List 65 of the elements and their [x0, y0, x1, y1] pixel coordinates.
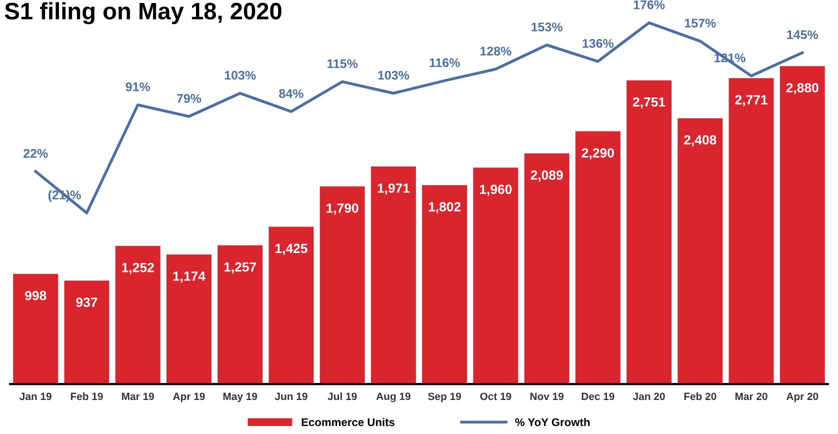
data-label: 2,089: [530, 170, 563, 182]
bar: [678, 118, 723, 384]
bar: [626, 80, 672, 384]
x-tick-label: Dec 19: [582, 392, 614, 400]
x-tick-label: Jan 20: [632, 392, 665, 400]
legend-label: % YoY Growth: [515, 418, 590, 426]
data-label: 1,252: [122, 262, 154, 274]
x-tick-label: Mar 19: [122, 392, 154, 400]
data-label: 1,425: [276, 244, 308, 256]
data-label: 103%: [224, 70, 256, 80]
data-label: 116%: [430, 58, 460, 68]
bar: [422, 185, 468, 384]
data-label: 1,174: [173, 272, 206, 283]
x-tick-label: Feb 19: [70, 392, 103, 400]
data-label: 2,771: [735, 95, 768, 106]
bar: [524, 153, 570, 384]
bar: [780, 66, 825, 384]
bar: [320, 186, 365, 384]
data-label: 2,290: [582, 148, 614, 160]
x-tick-label: Sep 19: [428, 392, 461, 402]
bar: [64, 280, 110, 384]
data-label: 1,257: [224, 262, 256, 274]
x-tick-label: Oct 19: [480, 392, 512, 400]
x-tick-label: May 19: [223, 392, 258, 402]
x-tick-label: Feb 20: [684, 392, 716, 400]
data-label: 79%: [176, 94, 202, 103]
x-tick-label: Nov 19: [530, 392, 564, 400]
data-label: 153%: [532, 22, 562, 32]
legend-label: Ecommerce Units: [302, 418, 394, 426]
data-label: 136%: [582, 38, 614, 48]
x-tick-label: Jan 19: [20, 392, 52, 400]
data-label: 84%: [279, 89, 304, 98]
x-tick-label: Jun 19: [274, 392, 308, 400]
data-label: 1,790: [326, 203, 358, 215]
data-label: 145%: [787, 30, 818, 40]
data-label: 157%: [684, 18, 716, 28]
bar: [115, 246, 160, 384]
data-label: 1,960: [480, 184, 512, 196]
data-label: 2,751: [632, 97, 666, 109]
data-label: 115%: [327, 59, 358, 68]
chart-title: S1 filing on May 18, 2020: [4, 2, 282, 24]
data-label: 128%: [480, 46, 512, 56]
data-label: 91%: [126, 82, 150, 92]
bar: [268, 226, 314, 384]
x-tick-label: Mar 20: [735, 392, 768, 400]
data-label: 22%: [24, 149, 48, 158]
data-label: 2,880: [786, 83, 818, 94]
bar: [166, 254, 212, 384]
data-label: 2,408: [684, 135, 716, 146]
data-label: 103%: [378, 70, 410, 80]
x-tick-label: Aug 19: [376, 392, 410, 402]
x-tick-label: Apr 19: [173, 392, 205, 402]
bar: [575, 131, 620, 384]
data-label: 176%: [634, 0, 665, 10]
bar: [13, 274, 58, 384]
data-label: 937: [76, 298, 98, 307]
data-label: 1,802: [428, 202, 461, 214]
bar: [473, 168, 518, 384]
bar: [218, 245, 263, 384]
bar: [370, 166, 416, 384]
x-tick-label: Apr 20: [786, 392, 818, 402]
data-label: 1,971: [378, 183, 410, 195]
x-tick-label: Jul 19: [328, 392, 357, 400]
bar: [728, 78, 774, 384]
data-label: 998: [25, 290, 46, 300]
